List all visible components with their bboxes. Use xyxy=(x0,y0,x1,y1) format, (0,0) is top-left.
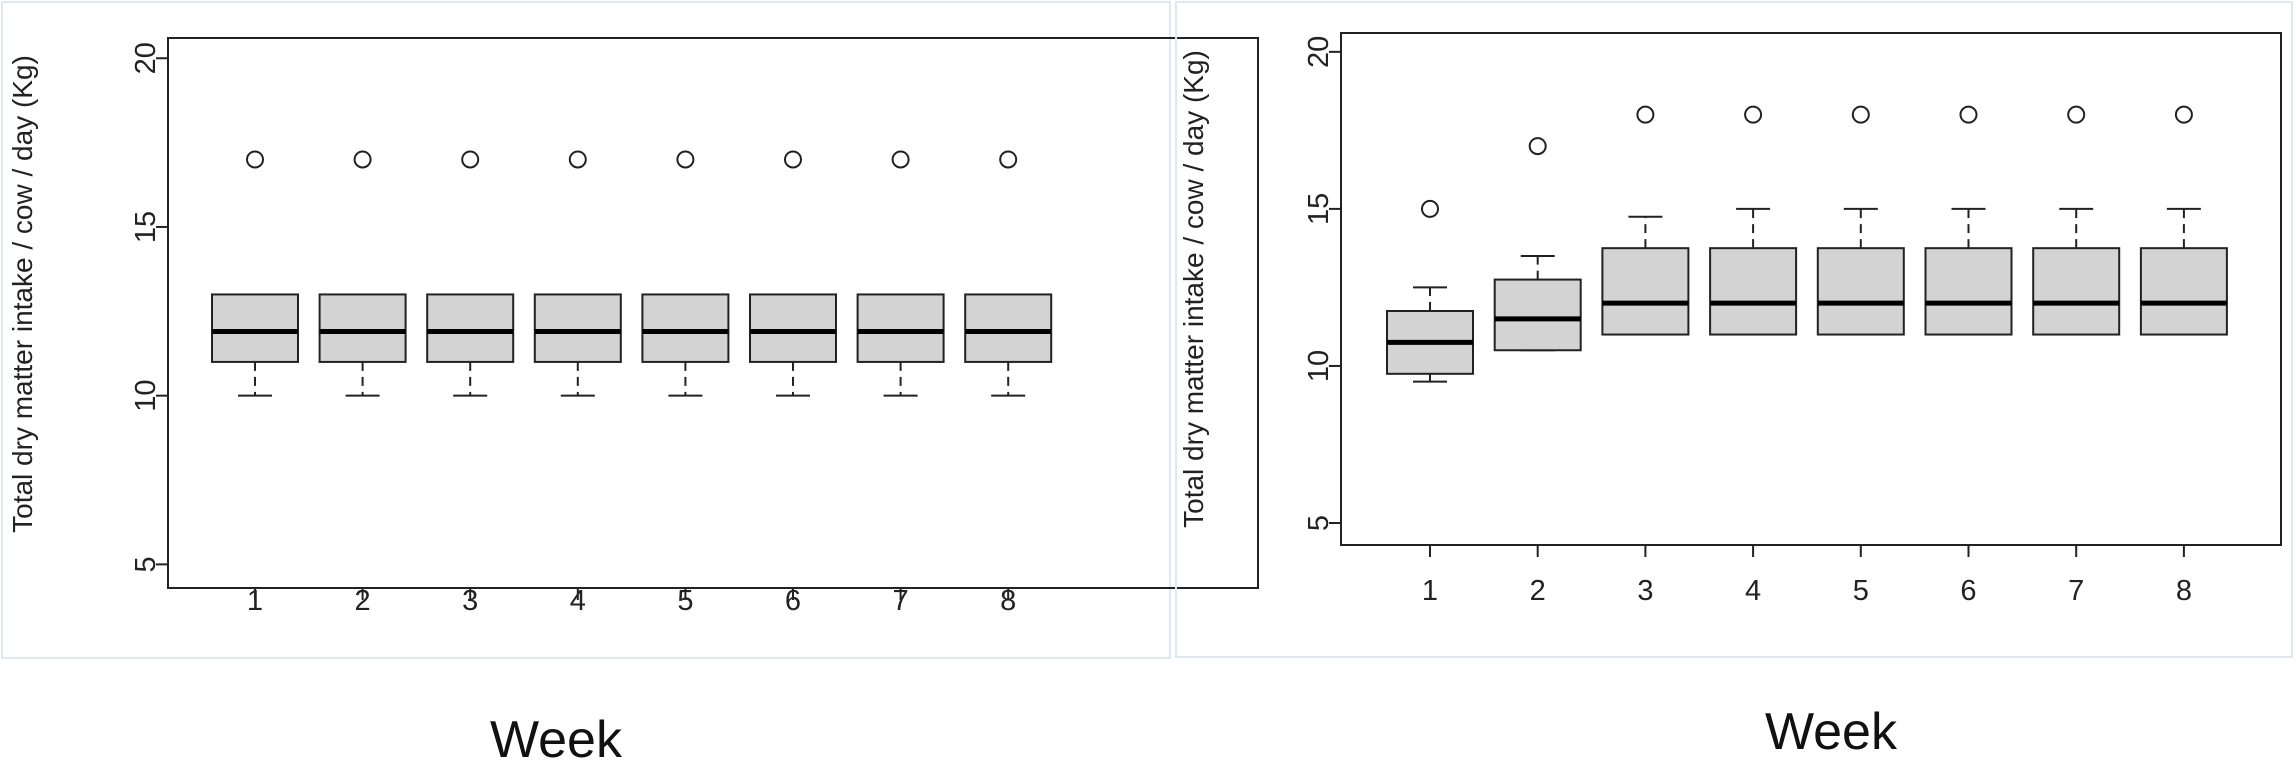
iqr-box xyxy=(1709,247,1798,336)
iqr-box xyxy=(211,293,299,363)
box-week-2: 2 xyxy=(318,150,407,617)
x-tick-label: 2 xyxy=(355,585,371,617)
x-tick-label: 2 xyxy=(1530,575,1546,607)
plot-area xyxy=(167,37,1259,589)
x-tick-label: 4 xyxy=(1745,575,1761,607)
y-tick-label: 5 xyxy=(130,556,162,572)
box-week-7: 7 xyxy=(2032,105,2121,607)
outlier-point xyxy=(891,150,910,169)
box-week-3: 3 xyxy=(426,150,515,617)
y-tick-label: 20 xyxy=(130,42,162,74)
outlier-point xyxy=(676,150,695,169)
outlier-point xyxy=(246,150,264,169)
x-tick-label: 3 xyxy=(462,585,478,617)
box-week-5: 5 xyxy=(1816,105,1905,607)
box-week-1: 1 xyxy=(1386,199,1474,607)
iqr-box xyxy=(1493,278,1582,352)
outlier-point xyxy=(1421,199,1439,218)
iqr-box xyxy=(964,293,1053,363)
box-week-6: 6 xyxy=(749,150,837,617)
x-tick-label: 1 xyxy=(1422,575,1438,607)
x-tick-label: 4 xyxy=(570,585,586,617)
iqr-box xyxy=(641,293,730,363)
outlier-point xyxy=(1959,105,1978,124)
box-week-8: 8 xyxy=(964,150,1053,617)
outlier-point xyxy=(784,150,802,169)
iqr-box xyxy=(1924,247,2013,336)
iqr-box xyxy=(2139,247,2228,336)
x-tick-label: 6 xyxy=(785,585,801,617)
iqr-box xyxy=(533,293,622,363)
y-tick-label: 10 xyxy=(1303,350,1335,382)
outlier-point xyxy=(1528,137,1547,156)
iqr-box xyxy=(2032,247,2121,336)
x-tick-label: 5 xyxy=(677,585,693,617)
y-tick-label: 15 xyxy=(1303,193,1335,225)
figure-frame xyxy=(1,1,1171,659)
iqr-box xyxy=(1816,247,1905,336)
box-week-1: 1 xyxy=(211,150,299,617)
x-tick-label: 3 xyxy=(1637,575,1653,607)
x-tick-label: 6 xyxy=(1960,575,1976,607)
iqr-box xyxy=(1601,247,1690,336)
figure-frame xyxy=(1175,1,2293,658)
outlier-point xyxy=(353,150,372,169)
box-week-4: 4 xyxy=(1709,105,1798,607)
outlier-point xyxy=(1851,105,1870,124)
box-week-4: 4 xyxy=(533,150,622,617)
box-week-2: 2 xyxy=(1493,137,1582,607)
outlier-point xyxy=(999,150,1018,169)
y-axis-title: Total dry matter intake / cow / day (Kg) xyxy=(1178,50,1209,528)
x-tick-label: 5 xyxy=(1853,575,1869,607)
outlier-point xyxy=(1744,105,1763,124)
iqr-box xyxy=(318,293,407,363)
y-tick-label: 5 xyxy=(1303,515,1335,531)
outlier-point xyxy=(568,150,587,169)
y-tick-label: 15 xyxy=(130,211,162,243)
outlier-point xyxy=(2174,105,2193,124)
outlier-point xyxy=(2067,105,2086,124)
x-tick-label: 7 xyxy=(893,585,909,617)
outlier-point xyxy=(461,150,480,169)
x-tick-label: 8 xyxy=(1000,585,1016,617)
box-week-6: 6 xyxy=(1924,105,2013,607)
y-axis-title: Total dry matter intake / cow / day (Kg) xyxy=(7,55,38,533)
y-tick-label: 10 xyxy=(130,380,162,412)
x-tick-label: 7 xyxy=(2068,575,2084,607)
iqr-box xyxy=(749,293,837,363)
box-week-8: 8 xyxy=(2139,105,2228,607)
box-week-5: 5 xyxy=(641,150,730,617)
box-week-7: 7 xyxy=(856,150,945,617)
iqr-box xyxy=(856,293,945,363)
box-week-3: 3 xyxy=(1601,105,1690,607)
y-tick-label: 20 xyxy=(1303,36,1335,68)
x-tick-label: 1 xyxy=(247,585,263,617)
iqr-box xyxy=(426,293,515,363)
x-axis-title-right: Week xyxy=(1765,703,1897,761)
x-axis-title-left: Week xyxy=(490,711,622,769)
outlier-point xyxy=(1636,105,1655,124)
plot-area xyxy=(1340,32,2282,546)
x-tick-label: 8 xyxy=(2176,575,2192,607)
